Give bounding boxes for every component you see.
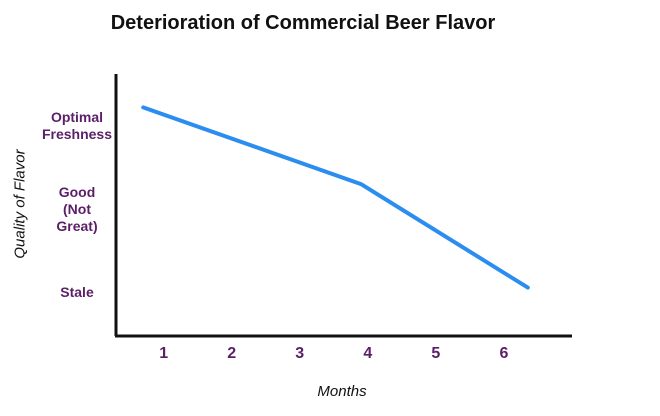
series-line [141,105,530,290]
y-tick-label: Good (Not Great) [56,183,98,234]
x-tick-label: 2 [227,345,237,362]
chart-title: Deterioration of Commercial Beer Flavor [110,12,496,34]
y-tick-label: Stale [60,284,94,301]
x-tick-label: 5 [431,345,441,362]
x-tick-label: 6 [499,345,509,362]
x-axis-label: Months [317,383,367,400]
x-tick-label: 1 [159,345,169,362]
x-tick-label: 3 [295,345,305,362]
y-tick-label: Optimal Freshness [41,108,113,142]
x-tick-label: 4 [363,345,373,362]
